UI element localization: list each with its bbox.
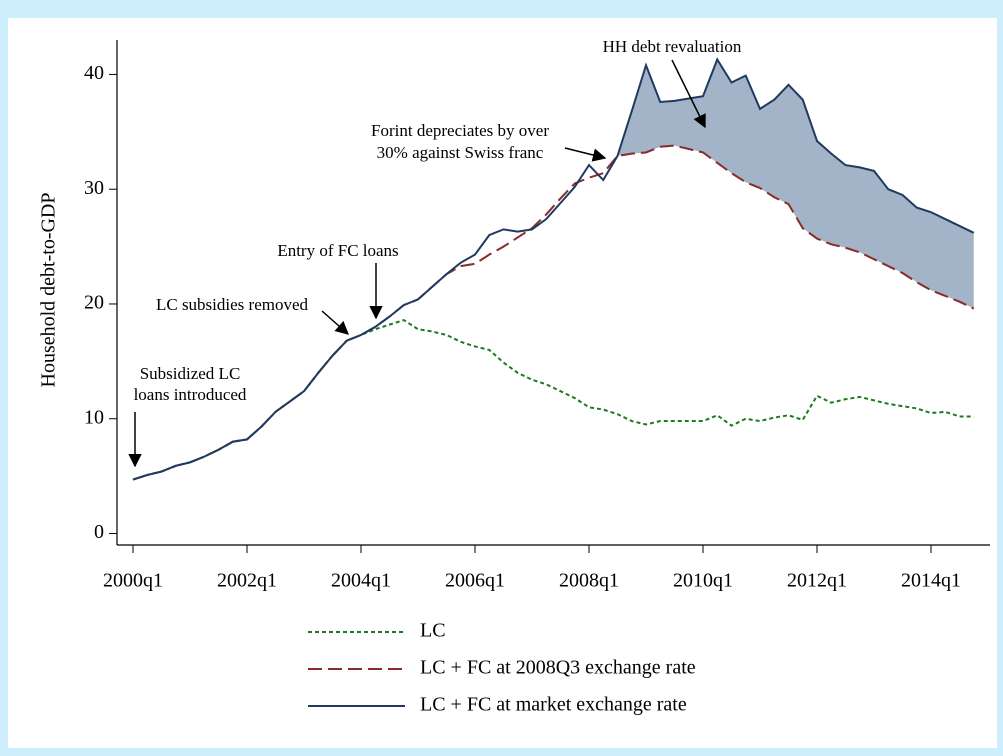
x-tick-label: 2014q1 [901, 570, 961, 592]
annotation: 30% against Swiss franc [377, 143, 544, 162]
legend-label: LC + FC at market exchange rate [420, 694, 687, 716]
annotation: Forint depreciates by over [371, 121, 549, 140]
annotation-arrow [671, 59, 706, 129]
y-tick-label: 0 [94, 521, 104, 543]
x-tick-label: 2010q1 [673, 570, 733, 592]
series-line [132, 144, 975, 481]
y-tick-label: 30 [84, 177, 104, 199]
y-tick-label: 40 [84, 62, 104, 84]
legend-label: LC + FC at 2008Q3 exchange rate [420, 657, 696, 679]
y-tick-label: 20 [84, 292, 104, 314]
annotation-arrow [564, 147, 607, 162]
series-line [132, 57, 975, 481]
x-tick-label: 2002q1 [217, 570, 277, 592]
y-axis-label: Household debt-to-GDP [38, 193, 60, 388]
x-tick-label: 2008q1 [559, 570, 619, 592]
annotation: HH debt revaluation [603, 37, 742, 56]
y-tick-label: 10 [84, 406, 104, 428]
annotation-arrow [321, 310, 350, 335]
annotation: Subsidized LC [140, 364, 241, 383]
annotation: Entry of FC loans [277, 241, 398, 260]
annotation: LC subsidies removed [156, 295, 309, 314]
plot-background [8, 18, 997, 748]
revaluation-area [617, 59, 974, 309]
x-tick-label: 2006q1 [445, 570, 505, 592]
legend-label: LC [420, 620, 446, 642]
annotation: loans introduced [134, 385, 247, 404]
x-tick-label: 2012q1 [787, 570, 847, 592]
x-tick-label: 2004q1 [331, 570, 391, 592]
x-tick-label: 2000q1 [103, 570, 163, 592]
